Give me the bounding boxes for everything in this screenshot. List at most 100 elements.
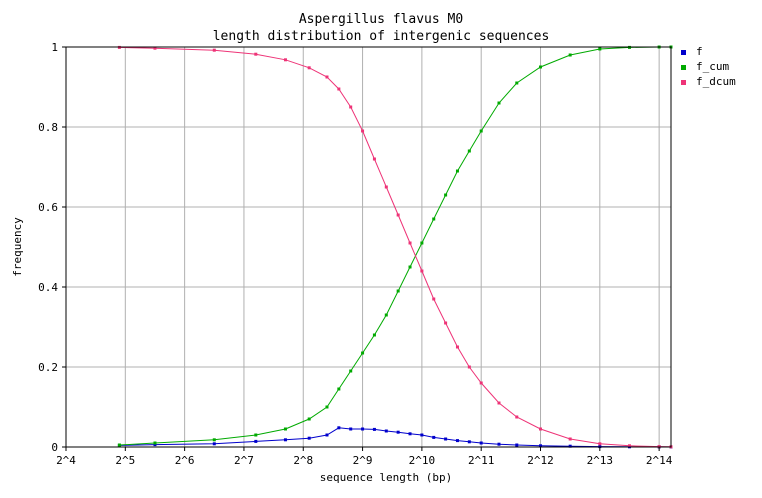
data-point-f_dcum [384, 185, 388, 189]
data-point-f_dcum [539, 427, 543, 431]
data-point-f [349, 427, 353, 431]
x-tick-label: 2^4 [56, 454, 76, 467]
x-tick-label: 2^5 [115, 454, 135, 467]
data-point-f_dcum [153, 46, 157, 50]
data-point-f [283, 438, 287, 442]
series-line-f_cum [119, 46, 671, 446]
plot-frame [65, 46, 672, 448]
data-point-f_cum [372, 333, 376, 337]
x-tick-label: 2^10 [409, 454, 436, 467]
y-tick-label: 0.6 [38, 201, 58, 214]
x-tick-label: 2^6 [175, 454, 195, 467]
x-tick-label: 2^12 [527, 454, 554, 467]
data-point-f_cum [283, 427, 287, 431]
data-point-f_dcum [627, 444, 631, 448]
data-point-f_cum [337, 387, 341, 391]
data-point-f_cum [515, 81, 519, 85]
legend-label-f_dcum: f_dcum [696, 75, 736, 88]
data-point-f [361, 427, 365, 431]
legend-marker-f_dcum [681, 80, 686, 85]
series-f_cum [117, 45, 673, 447]
data-point-f [254, 439, 258, 443]
legend-marker-f [681, 50, 686, 55]
data-point-f_cum [539, 65, 543, 69]
x-tick-label: 2^13 [587, 454, 614, 467]
data-point-f_cum [568, 53, 572, 57]
data-point-f_dcum [212, 48, 216, 52]
legend-label-f_cum: f_cum [696, 60, 729, 73]
y-tick-label: 0.8 [38, 121, 58, 134]
series-line-f_dcum [119, 46, 672, 448]
data-point-f_dcum [408, 241, 412, 245]
data-point-f [337, 426, 341, 430]
data-point-f_cum [325, 405, 329, 409]
data-point-f [497, 442, 501, 446]
axes: 2^4 2^5 2^6 2^7 2^8 2^9 2^10 2^11 2^12 2^13 2^14 0 0… [38, 41, 673, 467]
legend: f f_cum f_dcum [681, 45, 736, 88]
data-point-f_dcum [325, 75, 329, 79]
data-point-f_dcum [467, 365, 471, 369]
data-point-f [479, 441, 483, 445]
data-point-f [212, 442, 216, 446]
legend-label-f: f [696, 45, 703, 58]
y-axis-label: frequency [11, 217, 24, 277]
y-tick-label: 0.4 [38, 281, 58, 294]
y-tick-label: 0.2 [38, 361, 58, 374]
chart-subtitle: length distribution of intergenic sequen… [213, 29, 550, 44]
data-point-f_cum [307, 417, 311, 421]
data-point-f_dcum [420, 269, 424, 273]
data-point-f_dcum [283, 58, 287, 62]
data-point-f [444, 437, 448, 441]
data-point-f [372, 427, 376, 431]
series-f [117, 426, 673, 449]
data-point-f [515, 443, 519, 447]
data-point-f [307, 436, 311, 440]
data-point-f [420, 433, 424, 437]
data-point-f [467, 440, 471, 444]
data-point-f_cum [455, 169, 459, 173]
data-point-f_dcum [444, 321, 448, 325]
data-point-f [153, 443, 157, 447]
series-layer [117, 45, 673, 449]
series-line-f [119, 427, 672, 448]
data-point-f [432, 435, 436, 439]
x-tick-label: 2^7 [234, 454, 254, 467]
data-point-f_dcum [361, 129, 365, 133]
data-point-f_dcum [372, 157, 376, 161]
data-point-f_dcum [455, 345, 459, 349]
data-point-f_dcum [598, 442, 602, 446]
data-point-f_cum [361, 351, 365, 355]
x-tick-label: 2^11 [468, 454, 495, 467]
data-point-f_cum [396, 289, 400, 293]
data-point-f [384, 429, 388, 433]
data-point-f_dcum [568, 437, 572, 441]
y-tick-label: 1 [51, 41, 58, 54]
x-tick-label: 2^9 [353, 454, 373, 467]
data-point-f_cum [212, 438, 216, 442]
data-point-f [325, 433, 329, 437]
legend-marker-f_cum [681, 65, 686, 70]
x-tick-label: 2^14 [646, 454, 673, 467]
data-point-f_cum [254, 433, 258, 437]
grid [66, 47, 671, 447]
data-point-f_dcum [497, 401, 501, 405]
data-point-f_cum [479, 129, 483, 133]
data-point-f_cum [349, 369, 353, 373]
data-point-f_cum [444, 193, 448, 197]
data-point-f_cum [432, 217, 436, 221]
chart-title: Aspergillus flavus M0 [299, 12, 463, 27]
data-point-f_cum [408, 265, 412, 269]
data-point-f_dcum [254, 52, 258, 56]
data-point-f_dcum [479, 381, 483, 385]
x-axis-label: sequence length (bp) [320, 471, 452, 484]
data-point-f_cum [117, 443, 121, 447]
y-tick-label: 0 [51, 441, 58, 454]
data-point-f [455, 439, 459, 443]
data-point-f_dcum [307, 66, 311, 70]
data-point-f_cum [384, 313, 388, 317]
data-point-f [396, 430, 400, 434]
data-point-f_dcum [349, 105, 353, 109]
data-point-f_dcum [337, 87, 341, 91]
data-point-f_cum [467, 149, 471, 153]
